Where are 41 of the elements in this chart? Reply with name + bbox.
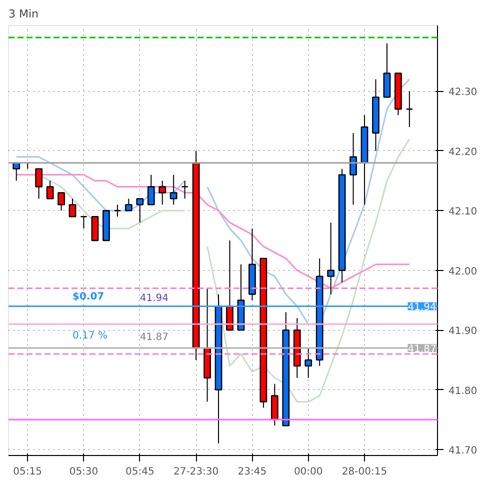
y-tick-label: 41.80 <box>448 386 478 397</box>
x-tick-label: 05:15 <box>13 466 42 478</box>
y-tick-label: 42.30 <box>448 87 478 98</box>
annotation: 41.94 <box>140 293 169 304</box>
candlestick <box>383 42 391 98</box>
candlestick <box>147 174 155 206</box>
candlestick <box>304 348 312 378</box>
annotation: $0.07 <box>72 292 104 303</box>
y-tick-label: 42.20 <box>448 146 478 158</box>
ref-line-label: 41.87 <box>408 344 436 355</box>
candlestick <box>136 198 144 224</box>
candlestick <box>270 383 278 426</box>
candlestick <box>350 132 357 206</box>
y-tick-label: 41.90 <box>448 326 478 338</box>
candlestick <box>158 180 166 206</box>
annotation: 0.17 % <box>72 330 108 342</box>
chart-title: 3 Min <box>8 8 39 20</box>
x-tick-label: 00:00 <box>294 466 323 478</box>
candlestick <box>181 180 189 200</box>
candlestick <box>80 216 88 230</box>
candlestick <box>46 180 54 200</box>
candlestick <box>170 174 178 206</box>
y-tick-label: 42.00 <box>448 266 478 278</box>
candlestick <box>327 222 334 295</box>
candlestick <box>124 198 132 212</box>
y-tick-label: 42.10 <box>448 206 478 218</box>
candlestick <box>406 90 414 128</box>
x-tick-label: 05:45 <box>125 466 154 478</box>
x-tick-label: 05:30 <box>69 466 98 478</box>
candlestick <box>68 198 76 218</box>
x-tick-label: 28-00:15 <box>342 466 388 478</box>
candlestick <box>114 204 122 218</box>
annotation: 41.87 <box>140 332 169 344</box>
candlestick <box>35 168 43 200</box>
x-tick-label: 23:45 <box>238 466 267 478</box>
x-tick-label: 27-23:30 <box>173 466 219 478</box>
candlestick <box>226 240 234 331</box>
y-tick-label: 41.70 <box>448 446 478 457</box>
candlestick <box>91 216 99 242</box>
candlestick <box>58 192 65 212</box>
ref-line-label: 41.94 <box>408 302 436 314</box>
